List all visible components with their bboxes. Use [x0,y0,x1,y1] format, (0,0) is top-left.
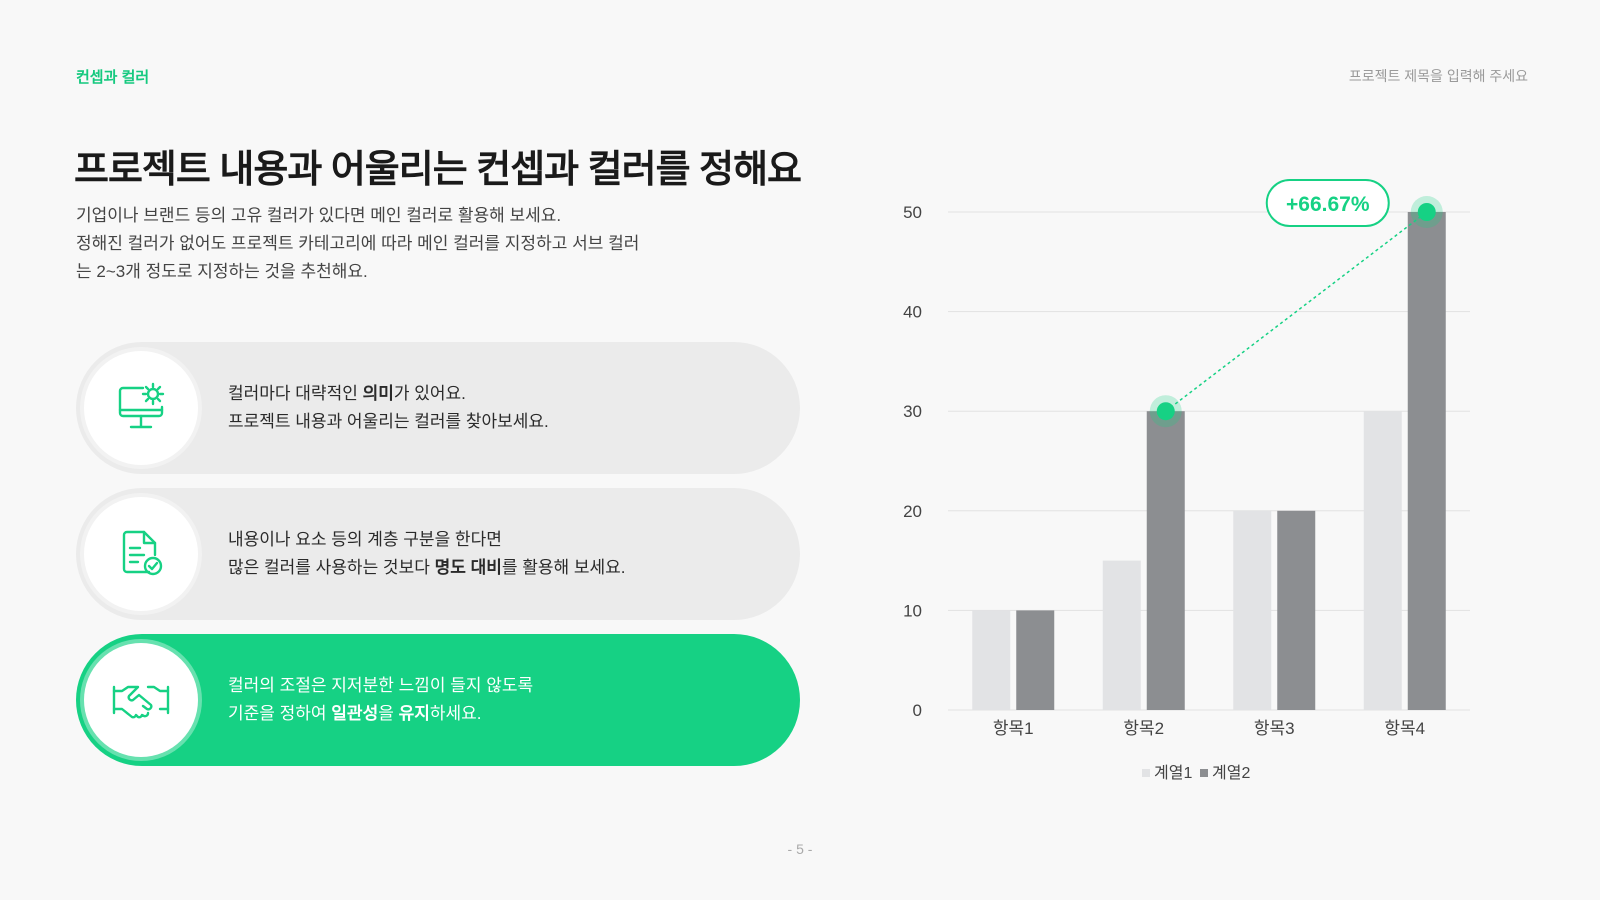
growth-badge-label: +66.67% [1286,193,1370,216]
bar-계열1-항목4 [1363,411,1402,710]
handshake-icon [84,643,198,757]
x-tick-label: 항목2 [1123,719,1164,738]
card-text: 컬러의 조절은 지저분한 느낌이 들지 않도록 기준을 정하여 일관성을 유지하… [228,676,534,723]
bar-계열1-항목2 [1102,560,1141,710]
legend-label: 계열1 [1154,764,1192,782]
x-tick-label: 항목3 [1254,719,1295,738]
legend-swatch-계열2 [1200,769,1208,777]
bar-계열2-항목3 [1277,510,1316,710]
bar-계열2-항목4 [1407,212,1446,710]
y-tick-label: 0 [913,701,922,720]
card-text: 컬러마다 대략적인 의미가 있어요. 프로젝트 내용과 어울리는 컬러를 찾아보… [228,384,549,431]
y-tick-label: 10 [903,601,922,620]
project-title: 프로젝트 제목을 입력해 주세요 [1348,68,1528,84]
description-line-1: 기업이나 브랜드 등의 고유 컬러가 있다면 메인 컬러로 활용해 보세요. [76,206,562,225]
page-number: - 5 - [787,841,813,857]
x-tick-label: 항목4 [1384,719,1425,738]
bar-계열2-항목1 [1016,610,1055,710]
legend-swatch-계열1 [1142,769,1150,777]
description-line-3: 는 2~3개 정도로 지정하는 것을 추천해요. [76,262,368,281]
trend-line [1165,211,1428,412]
growth-badge [1265,179,1390,227]
concept-card-hierarchy: 내용이나 요소 등의 계층 구분을 한다면 많은 컬러를 사용하는 것보다 명도… [76,488,800,620]
highlight-dot [1156,402,1175,421]
section-label: 컨셉과 컬러 [76,69,150,86]
document-check-icon [84,497,198,611]
page-title: 프로젝트 내용과 어울리는 컨셉과 컬러를 정해요 [74,149,802,191]
y-tick-label: 50 [903,203,922,222]
y-tick-label: 30 [903,402,922,421]
card-text: 내용이나 요소 등의 계층 구분을 한다면 많은 컬러를 사용하는 것보다 명도… [228,530,626,577]
highlight-dot [1417,203,1436,221]
monitor-gear-icon [84,351,198,465]
bar-계열2-항목2 [1146,411,1185,710]
description: 기업이나 브랜드 등의 고유 컬러가 있다면 메인 컬러로 활용해 보세요. 정… [76,202,696,286]
legend-label: 계열2 [1212,764,1250,782]
concept-card-meaning: 컬러마다 대략적인 의미가 있어요. 프로젝트 내용과 어울리는 컬러를 찾아보… [76,342,800,474]
concept-card-consistency: 컬러의 조절은 지저분한 느낌이 들지 않도록 기준을 정하여 일관성을 유지하… [76,634,800,766]
x-tick-label: 항목1 [993,719,1034,738]
bar-chart: 0 10 20 30 40 50 항목1 항목2 항목3 항목4 +66.67% 계열1 계열2 [903,179,1470,782]
bar-계열1-항목3 [1233,510,1272,710]
y-tick-label: 20 [903,502,922,521]
description-line-2: 정해진 컬러가 없어도 프로젝트 카테고리에 따라 메인 컬러를 지정하고 서브… [76,234,640,253]
bar-계열1-항목1 [972,610,1011,710]
y-tick-label: 40 [903,303,922,322]
